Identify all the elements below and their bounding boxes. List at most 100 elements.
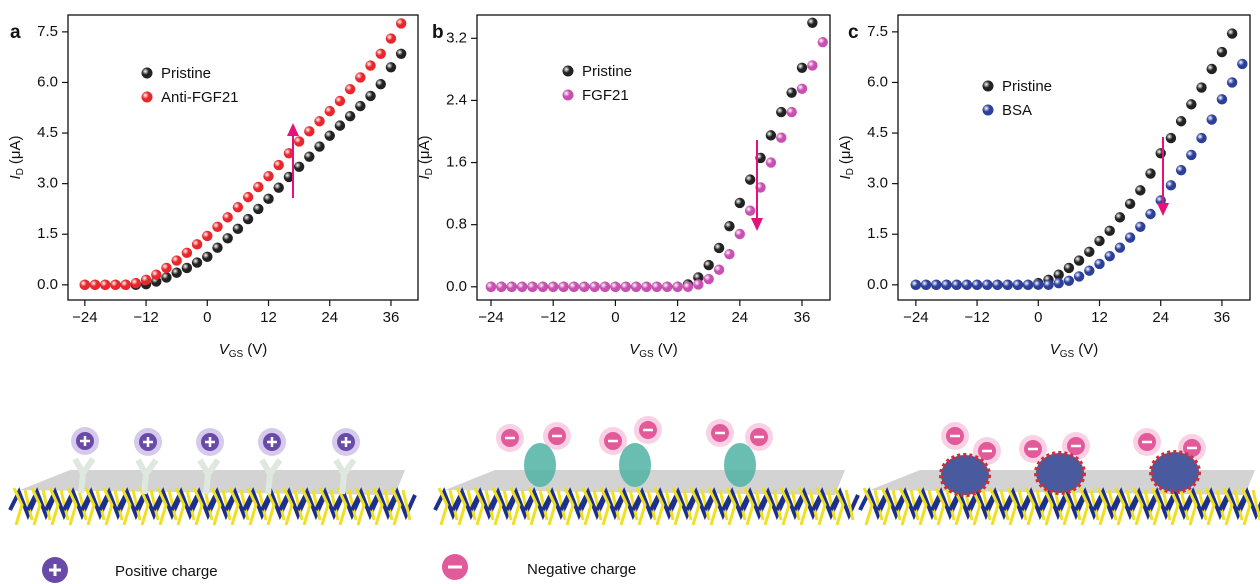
data-point [1104,250,1115,262]
data-point [202,251,213,263]
x-label-unit: (V) [247,341,267,358]
data-point [1063,275,1075,286]
x-tick-label: −24 [72,309,97,326]
protein [724,443,756,487]
arrow-head [287,123,299,136]
data-point [263,171,274,182]
points [910,28,1248,291]
data-point [786,106,797,118]
data-point [1237,58,1248,70]
x-label-sub: GS [639,349,654,360]
data-point [527,281,538,292]
mos2-blue [1236,487,1260,521]
data-point [537,281,549,292]
data-point [242,191,254,203]
protein-bsa [1149,450,1201,494]
data-point [807,60,818,71]
y-tick-label: 4.5 [867,124,888,141]
data-point [375,48,386,59]
y-axis-label: ID (μA) [416,135,435,179]
y-label-unit: (μA) [7,135,24,164]
data-point [568,281,580,292]
data-point [734,197,746,209]
x-tick-label: −12 [540,309,565,326]
antibody [259,458,283,495]
y-tick-label: 6.0 [867,73,888,90]
data-point [599,281,611,292]
legend-positive: Positive charge [115,563,218,580]
data-point [1145,208,1156,220]
plot-frame [476,14,831,301]
legend-marker [141,67,153,79]
data-point [1175,116,1187,127]
plot-frame [67,14,419,301]
x-tick-label: −24 [478,309,503,326]
data-point [191,257,203,268]
data-point [1033,279,1044,291]
legend-label: BSA [1002,102,1032,119]
data-point [1043,279,1054,291]
data-point [181,247,193,258]
data-point [151,269,162,280]
data-point [662,281,673,292]
protein [524,443,556,487]
data-point [1226,77,1238,88]
data-point [1135,221,1146,233]
data-point [941,279,952,291]
x-tick-label: 0 [1034,309,1042,326]
data-point [724,221,735,232]
data-point [1175,164,1187,176]
x-tick-label: 24 [1152,309,1169,326]
substrate-plane [20,470,405,495]
legend-marker [562,65,574,77]
x-axis-label: VGS (V) [219,341,267,360]
protein-bsa [939,453,991,497]
data-point [365,60,376,71]
data-point [1104,225,1115,237]
data-point [786,87,797,98]
data-point [130,277,142,289]
data-point [620,281,631,292]
data-point [971,279,983,291]
data-point [273,159,284,171]
data-point [375,78,386,90]
data-point [1206,114,1217,125]
legend-negative: Negative charge [527,561,636,578]
data-point [961,279,973,291]
data-point [355,72,366,83]
data-point [202,230,213,242]
data-point [344,84,356,95]
data-point [1216,46,1228,58]
data-point [1094,258,1105,270]
data-point [334,95,346,107]
y-tick-label: 0.0 [37,276,58,293]
data-point [579,281,590,292]
data-point [796,83,808,94]
x-tick-label: −12 [133,309,158,326]
y-tick-label: 0.0 [867,276,888,293]
data-point [776,106,787,118]
x-tick-label: 36 [794,309,811,326]
x-tick-label: 36 [1214,309,1231,326]
y-tick-label: 7.5 [867,23,888,40]
data-point [283,148,295,159]
data-point [1073,271,1085,282]
data-point [232,202,244,213]
data-point [1186,99,1197,110]
data-point [1196,132,1207,144]
data-point [982,279,993,291]
data-point [242,213,254,225]
data-point [212,221,223,233]
points [485,17,828,292]
legend-label: Pristine [1002,78,1052,95]
chart-panel: b 0.0 0.8 1.6 2.4 3.2 −24 −12 0 12 24 36 VGS (V) ID (μA… [416,14,831,360]
data-point [89,279,101,291]
data-point [1012,279,1024,291]
data-point [1186,149,1197,161]
data-point [558,281,569,292]
legend-label: Anti-FGF21 [161,89,239,106]
x-label-var: V [1050,341,1062,358]
y-tick-label: 1.5 [37,225,58,242]
y-label-var: I [837,175,854,179]
data-point [910,279,922,291]
